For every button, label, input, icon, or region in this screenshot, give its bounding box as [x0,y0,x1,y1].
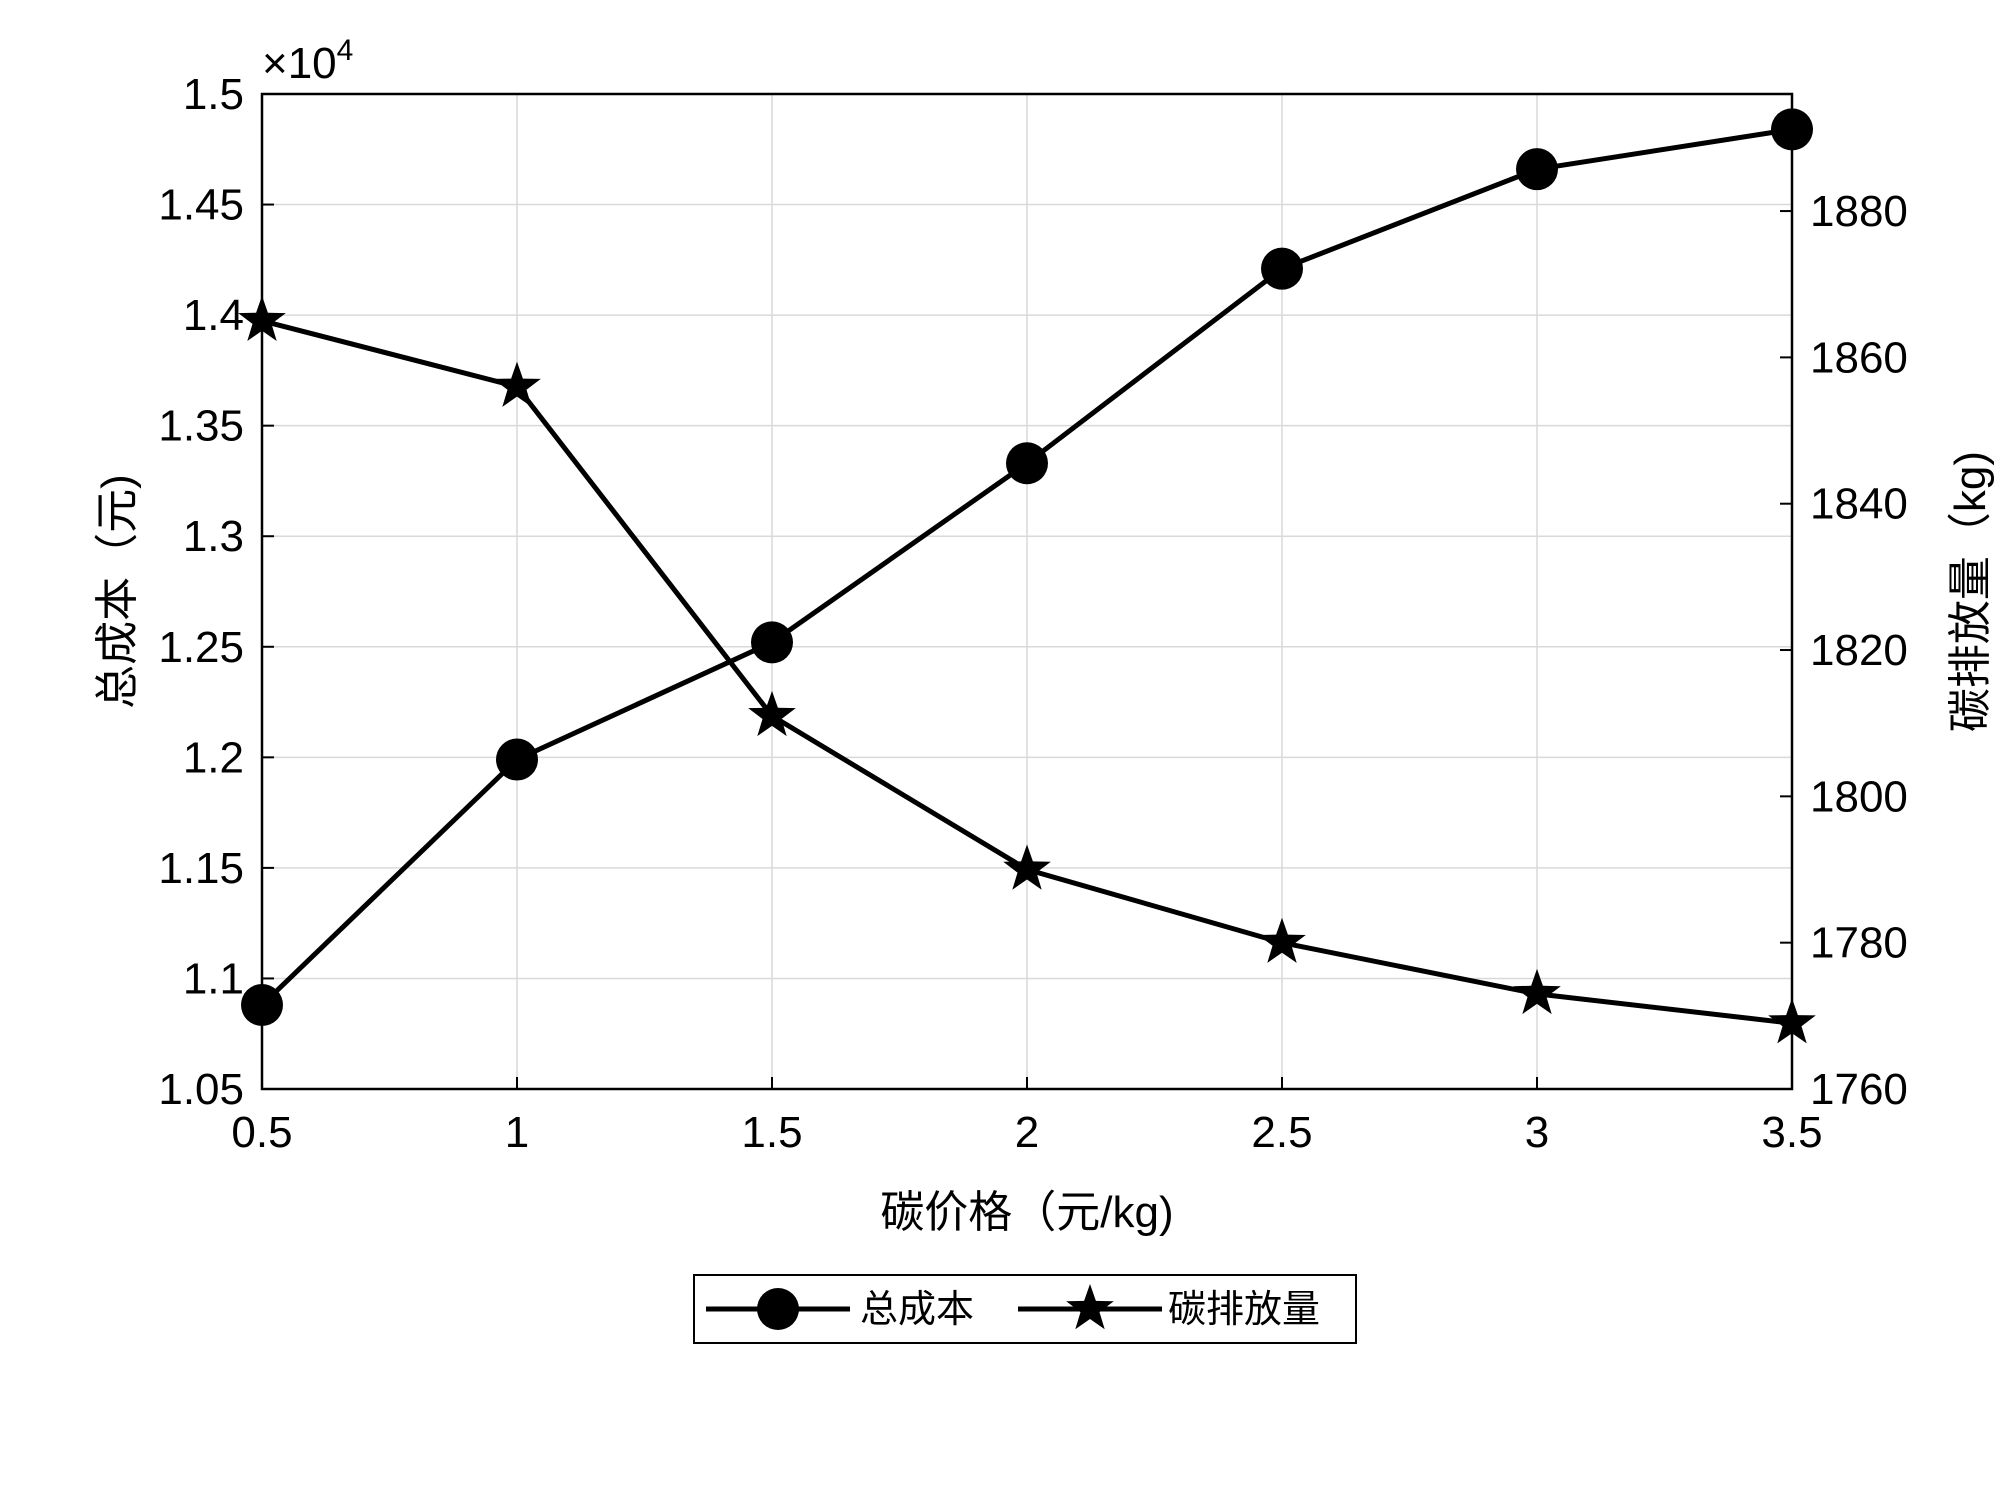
left-axis-exponent: ×104 [262,34,353,88]
legend-star-marker [1066,1284,1114,1330]
data-point-star [493,361,541,407]
legend-label: 总成本 [860,1289,974,1331]
legend-item-0: 总成本 [706,1288,974,1331]
data-point-circle [1516,148,1558,191]
x-tick-label: 2 [1015,1108,1039,1157]
series-layer [238,108,1816,1044]
legend-item-1: 碳排放量 [1018,1284,1320,1331]
x-tick-label: 0.5 [231,1108,292,1157]
data-point-circle [751,621,793,664]
left-tick-label: 1.05 [158,1065,244,1114]
data-point-star [1003,844,1051,890]
data-point-star [1513,968,1561,1015]
data-point-circle [1006,442,1048,485]
left-tick-label: 1.5 [183,70,244,119]
right-ticks: 1760 1780 1800 1820 1840 1860 1880 [1780,187,1908,1114]
grid [261,93,1793,1090]
x-ticks: 0.5 1 1.5 2 2.5 3 3.5 [231,1077,1823,1157]
right-tick-label: 1780 [1810,919,1908,968]
left-tick-label: 1.4 [183,291,244,340]
exponent-base: ×10 [262,39,337,88]
left-tick-label: 1.15 [158,844,244,893]
right-tick-label: 1860 [1810,333,1908,382]
legend-label: 碳排放量 [1168,1289,1320,1331]
right-tick-label: 1840 [1810,480,1908,529]
data-point-star [1258,917,1306,963]
left-ticks: 1.05 1.1 1.15 1.2 1.25 1.3 1.35 1.4 1.45 1.5 [158,70,274,1114]
data-point-circle [1261,247,1303,290]
data-point-circle [496,738,538,781]
x-tick-label: 3 [1525,1108,1549,1157]
exponent-power: 4 [337,34,354,67]
left-tick-label: 1.2 [183,733,244,782]
x-tick-label: 1 [505,1108,529,1157]
legend-circle-marker [757,1288,799,1330]
legend: 总成本 碳排放量 [693,1274,1357,1344]
left-tick-label: 1.35 [158,402,244,451]
left-tick-label: 1.25 [158,623,244,672]
right-axis-label: 碳排放量（kg) [1946,451,1995,732]
x-axis-label: 碳价格（元/kg) [880,1188,1173,1237]
left-tick-label: 1.45 [158,181,244,230]
right-tick-label: 1880 [1810,187,1908,236]
x-tick-label: 1.5 [741,1108,802,1157]
left-axis-label: 总成本（元) [93,474,142,709]
data-point-star [748,690,796,737]
legend-items: 总成本 碳排放量 [706,1284,1320,1331]
right-tick-label: 1760 [1810,1065,1908,1114]
right-tick-label: 1820 [1810,626,1908,675]
left-tick-label: 1.1 [183,954,244,1003]
left-tick-label: 1.3 [183,512,244,561]
right-tick-label: 1800 [1810,772,1908,821]
x-tick-label: 2.5 [1251,1108,1312,1157]
x-tick-label: 3.5 [1761,1108,1822,1157]
